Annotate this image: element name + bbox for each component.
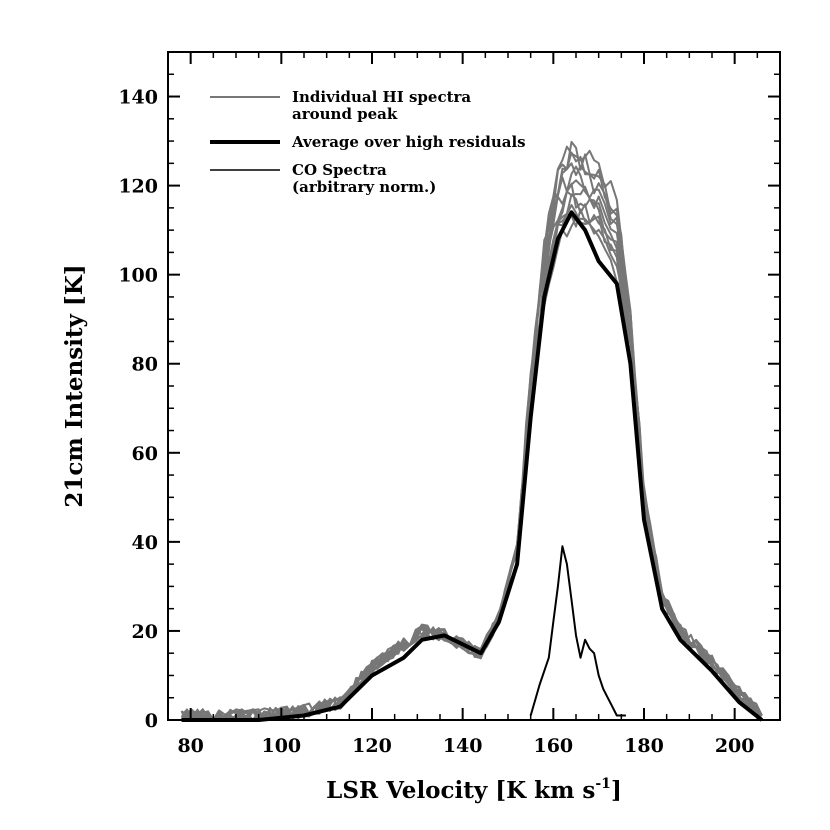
x-tick-label: 80: [177, 735, 203, 757]
x-tick-label: 180: [624, 735, 664, 757]
plot-frame: [167, 51, 781, 721]
individual-hi-spectrum-line: [180, 162, 763, 721]
plot-area: [180, 140, 764, 722]
average-spectrum-line: [181, 210, 764, 722]
x-tick-label: 200: [715, 735, 755, 757]
y-tick-label: 100: [118, 265, 158, 287]
legend-label: Average over high residuals: [291, 133, 526, 151]
co-spectrum-line: [529, 545, 626, 717]
individual-hi-spectrum-line: [180, 193, 763, 721]
y-tick-label: 20: [132, 621, 158, 643]
y-axis: 0 20 40 60 80 100 120 140: [118, 73, 780, 732]
individual-hi-spectrum-line: [181, 179, 763, 721]
legend-label: around peak: [292, 105, 398, 123]
individual-hi-spectrum-line: [181, 185, 763, 721]
x-axis-title: LSR Velocity [K km s-1]: [326, 776, 622, 804]
x-axis-title-end: ]: [611, 777, 622, 804]
x-tick-label: 140: [443, 735, 483, 757]
x-tick-label: 160: [533, 735, 573, 757]
y-tick-label: 60: [132, 443, 158, 465]
legend-label: Individual HI spectra: [292, 88, 471, 106]
individual-hi-spectrum-line: [181, 165, 763, 721]
x-axis-title-main: LSR Velocity [K km s: [326, 777, 595, 804]
y-tick-label: 80: [132, 354, 158, 376]
individual-hi-spectrum-line: [180, 182, 763, 721]
y-tick-label: 120: [118, 176, 158, 198]
legend-label: (arbitrary norm.): [292, 178, 436, 196]
legend-label: CO Spectra: [292, 161, 387, 179]
x-axis: 80 100 120 140 160 180 200: [177, 52, 759, 757]
individual-hi-spectrum-line: [181, 151, 763, 721]
x-axis-title-superscript: -1: [595, 776, 611, 792]
individual-hi-spectrum-line: [181, 208, 763, 721]
individual-hi-spectrum-line: [180, 204, 762, 721]
x-tick-label: 100: [261, 735, 301, 757]
x-tick-label: 120: [352, 735, 392, 757]
y-tick-label: 140: [118, 87, 158, 109]
y-tick-label: 0: [145, 710, 158, 732]
y-tick-label: 40: [132, 532, 158, 554]
individual-hi-spectrum-line: [180, 145, 763, 721]
y-axis-title: 21cm Intensity [K]: [61, 264, 88, 507]
